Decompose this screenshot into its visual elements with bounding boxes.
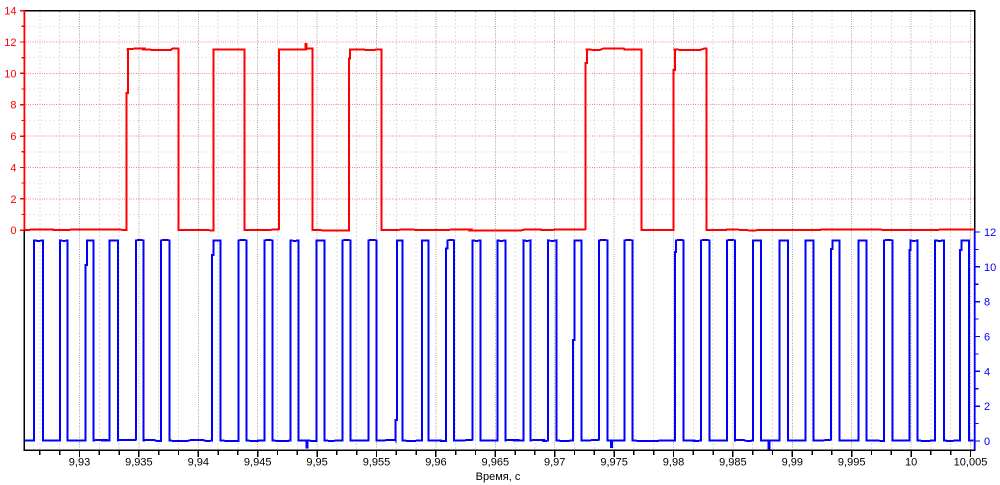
- svg-text:12: 12: [4, 37, 16, 49]
- svg-text:10: 10: [4, 68, 16, 80]
- svg-text:6: 6: [10, 131, 16, 143]
- svg-text:2: 2: [10, 194, 16, 206]
- svg-text:8: 8: [984, 297, 990, 309]
- svg-text:4: 4: [10, 163, 16, 175]
- svg-text:0: 0: [10, 225, 16, 237]
- svg-text:4: 4: [984, 366, 990, 378]
- svg-text:9,965: 9,965: [482, 457, 510, 469]
- svg-text:9,96: 9,96: [425, 457, 446, 469]
- svg-text:9,93: 9,93: [69, 457, 90, 469]
- svg-text:14: 14: [4, 6, 16, 18]
- svg-text:9,95: 9,95: [306, 457, 327, 469]
- svg-text:9,985: 9,985: [719, 457, 747, 469]
- svg-text:2: 2: [984, 401, 990, 413]
- svg-text:9,99: 9,99: [782, 457, 803, 469]
- svg-text:Время, с: Время, с: [476, 471, 521, 483]
- svg-text:9,955: 9,955: [363, 457, 391, 469]
- svg-text:10,005: 10,005: [954, 457, 988, 469]
- svg-text:9,945: 9,945: [244, 457, 272, 469]
- svg-text:6: 6: [984, 332, 990, 344]
- svg-text:9,995: 9,995: [838, 457, 866, 469]
- svg-text:10: 10: [984, 262, 996, 274]
- svg-text:9,935: 9,935: [125, 457, 153, 469]
- svg-text:9,98: 9,98: [663, 457, 684, 469]
- svg-text:9,97: 9,97: [544, 457, 565, 469]
- svg-text:12: 12: [984, 227, 996, 239]
- svg-text:0: 0: [984, 436, 990, 448]
- svg-text:9,94: 9,94: [188, 457, 209, 469]
- svg-text:8: 8: [10, 100, 16, 112]
- svg-text:9,975: 9,975: [600, 457, 628, 469]
- svg-text:10: 10: [905, 457, 917, 469]
